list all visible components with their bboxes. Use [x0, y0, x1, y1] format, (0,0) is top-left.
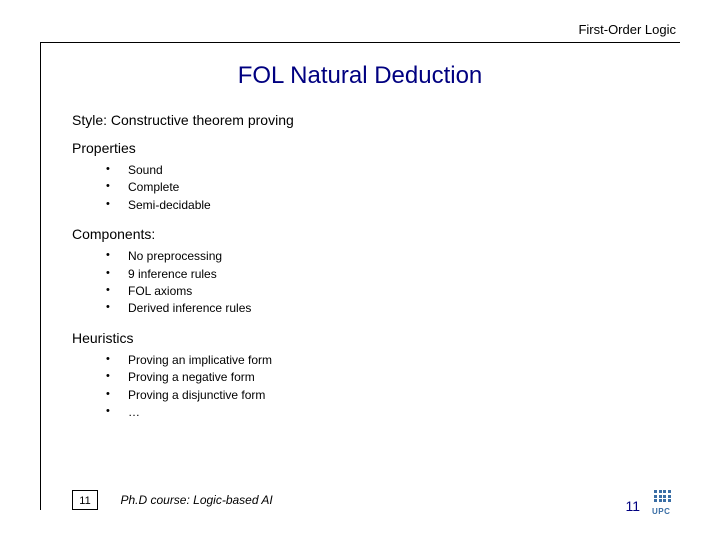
list-item: Proving a negative form — [106, 369, 676, 386]
footer: 11 Ph.D course: Logic-based AI 11 UPC — [72, 490, 676, 514]
horizontal-rule — [40, 42, 680, 43]
list-item: Proving a disjunctive form — [106, 387, 676, 404]
logo-dots-icon — [654, 490, 671, 502]
logo-text: UPC — [652, 507, 670, 516]
vertical-rule — [40, 42, 41, 510]
section-heading: Style: Constructive theorem proving — [72, 112, 676, 128]
page-number-right: 11 — [625, 498, 640, 514]
page-number-box: 11 — [72, 490, 98, 510]
section-heading: Properties — [72, 140, 676, 156]
list-item: Complete — [106, 179, 676, 196]
list-item: Sound — [106, 162, 676, 179]
bullet-list: No preprocessing 9 inference rules FOL a… — [72, 248, 676, 318]
content-area: Style: Constructive theorem proving Prop… — [72, 112, 676, 421]
upc-logo: UPC — [648, 490, 676, 516]
header-category: First-Order Logic — [578, 22, 676, 37]
section-heading: Heuristics — [72, 330, 676, 346]
list-item: FOL axioms — [106, 283, 676, 300]
list-item: No preprocessing — [106, 248, 676, 265]
list-item: Proving an implicative form — [106, 352, 676, 369]
section-heading: Components: — [72, 226, 676, 242]
footer-course: Ph.D course: Logic-based AI — [120, 493, 272, 507]
list-item: Derived inference rules — [106, 300, 676, 317]
list-item: Semi-decidable — [106, 197, 676, 214]
list-item: … — [106, 404, 676, 421]
list-item: 9 inference rules — [106, 266, 676, 283]
bullet-list: Sound Complete Semi-decidable — [72, 162, 676, 214]
slide-title: FOL Natural Deduction — [0, 62, 720, 90]
bullet-list: Proving an implicative form Proving a ne… — [72, 352, 676, 422]
